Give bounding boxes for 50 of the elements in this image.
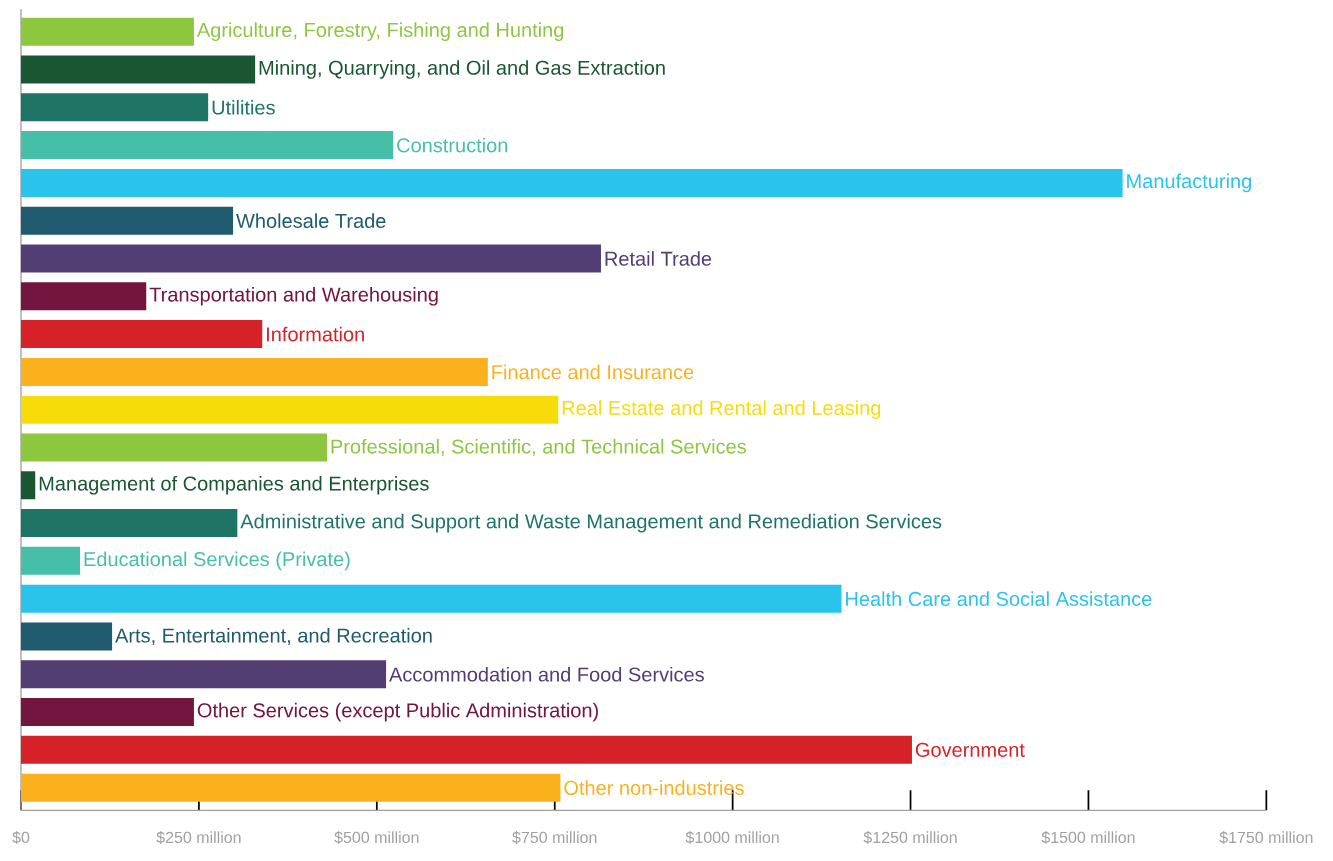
bar	[21, 357, 488, 386]
bar	[21, 320, 263, 349]
bar	[21, 282, 147, 311]
bar	[21, 698, 194, 727]
bar	[21, 546, 81, 575]
y-tick-label: Management of Companies and Enterprises	[39, 475, 429, 495]
y-tick-label: Arts, Entertainment, and Recreation	[115, 627, 432, 645]
bar	[21, 622, 113, 651]
bar	[21, 735, 912, 764]
bar	[21, 93, 209, 122]
y-tick-label: Other non-industries	[564, 780, 744, 795]
bar	[21, 433, 327, 462]
bar	[21, 131, 394, 160]
y-tick-label: Administrative and Support and Waste Management and Remediation Services	[240, 513, 942, 533]
bar	[21, 395, 559, 424]
y-tick-label: Information	[267, 326, 364, 342]
bar	[21, 584, 842, 613]
x-tick-label: $1500 million	[1041, 831, 1135, 845]
y-tick-label: Retail Trade	[605, 251, 712, 266]
y-tick-label: Health Care and Social Assistance	[846, 591, 1152, 607]
y-tick-label: Real Estate and Rental and Leasing	[562, 400, 881, 419]
y-tick-label: Agriculture, Forestry, Fishing and Hunting	[196, 22, 564, 41]
y-tick-label: Government	[915, 742, 1025, 757]
x-tick-label: $1750 million	[1219, 831, 1313, 845]
bar	[21, 773, 561, 802]
bar	[21, 168, 1123, 197]
y-tick-label: Wholesale Trade	[236, 213, 386, 229]
x-tick-label: $750 million	[512, 831, 597, 845]
x-tick-label: $500 million	[334, 831, 419, 845]
bar	[21, 471, 36, 500]
y-tick-label: Professional, Scientific, and Technical Services	[331, 438, 746, 456]
bar	[21, 206, 234, 235]
y-tick-label: Educational Services (Private)	[84, 551, 350, 571]
x-tick-label: $0	[12, 831, 30, 845]
y-tick-label: Other Services (except Public Administration)	[197, 702, 598, 722]
x-tick-label: $1000 million	[685, 831, 779, 845]
y-tick-label: Finance and Insurance	[492, 364, 694, 380]
x-tick-label: $250 million	[156, 831, 241, 845]
x-tick-label: $1250 million	[863, 831, 957, 845]
bar	[21, 55, 256, 84]
y-tick-label: Construction	[397, 137, 508, 153]
bar	[21, 17, 194, 46]
bar	[21, 244, 601, 273]
bar	[21, 509, 238, 538]
y-tick-label: Manufacturing	[1127, 173, 1251, 193]
y-tick-label: Transportation and Warehousing	[149, 286, 438, 306]
y-tick-label: Accommodation and Food Services	[389, 666, 704, 682]
bar	[21, 660, 387, 689]
y-tick-label: Utilities	[212, 99, 275, 115]
y-tick-label: Mining, Quarrying, and Oil and Gas Extraction	[259, 60, 665, 79]
